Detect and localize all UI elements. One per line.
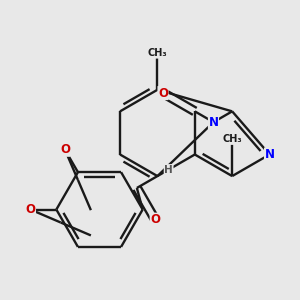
Text: N: N	[208, 116, 218, 129]
Text: O: O	[158, 86, 168, 100]
Text: N: N	[265, 148, 275, 161]
Text: H: H	[164, 165, 173, 175]
Text: CH₃: CH₃	[148, 48, 167, 58]
Text: O: O	[26, 203, 35, 216]
Text: CH₃: CH₃	[222, 134, 242, 144]
Text: O: O	[150, 213, 160, 226]
Text: O: O	[60, 143, 70, 156]
